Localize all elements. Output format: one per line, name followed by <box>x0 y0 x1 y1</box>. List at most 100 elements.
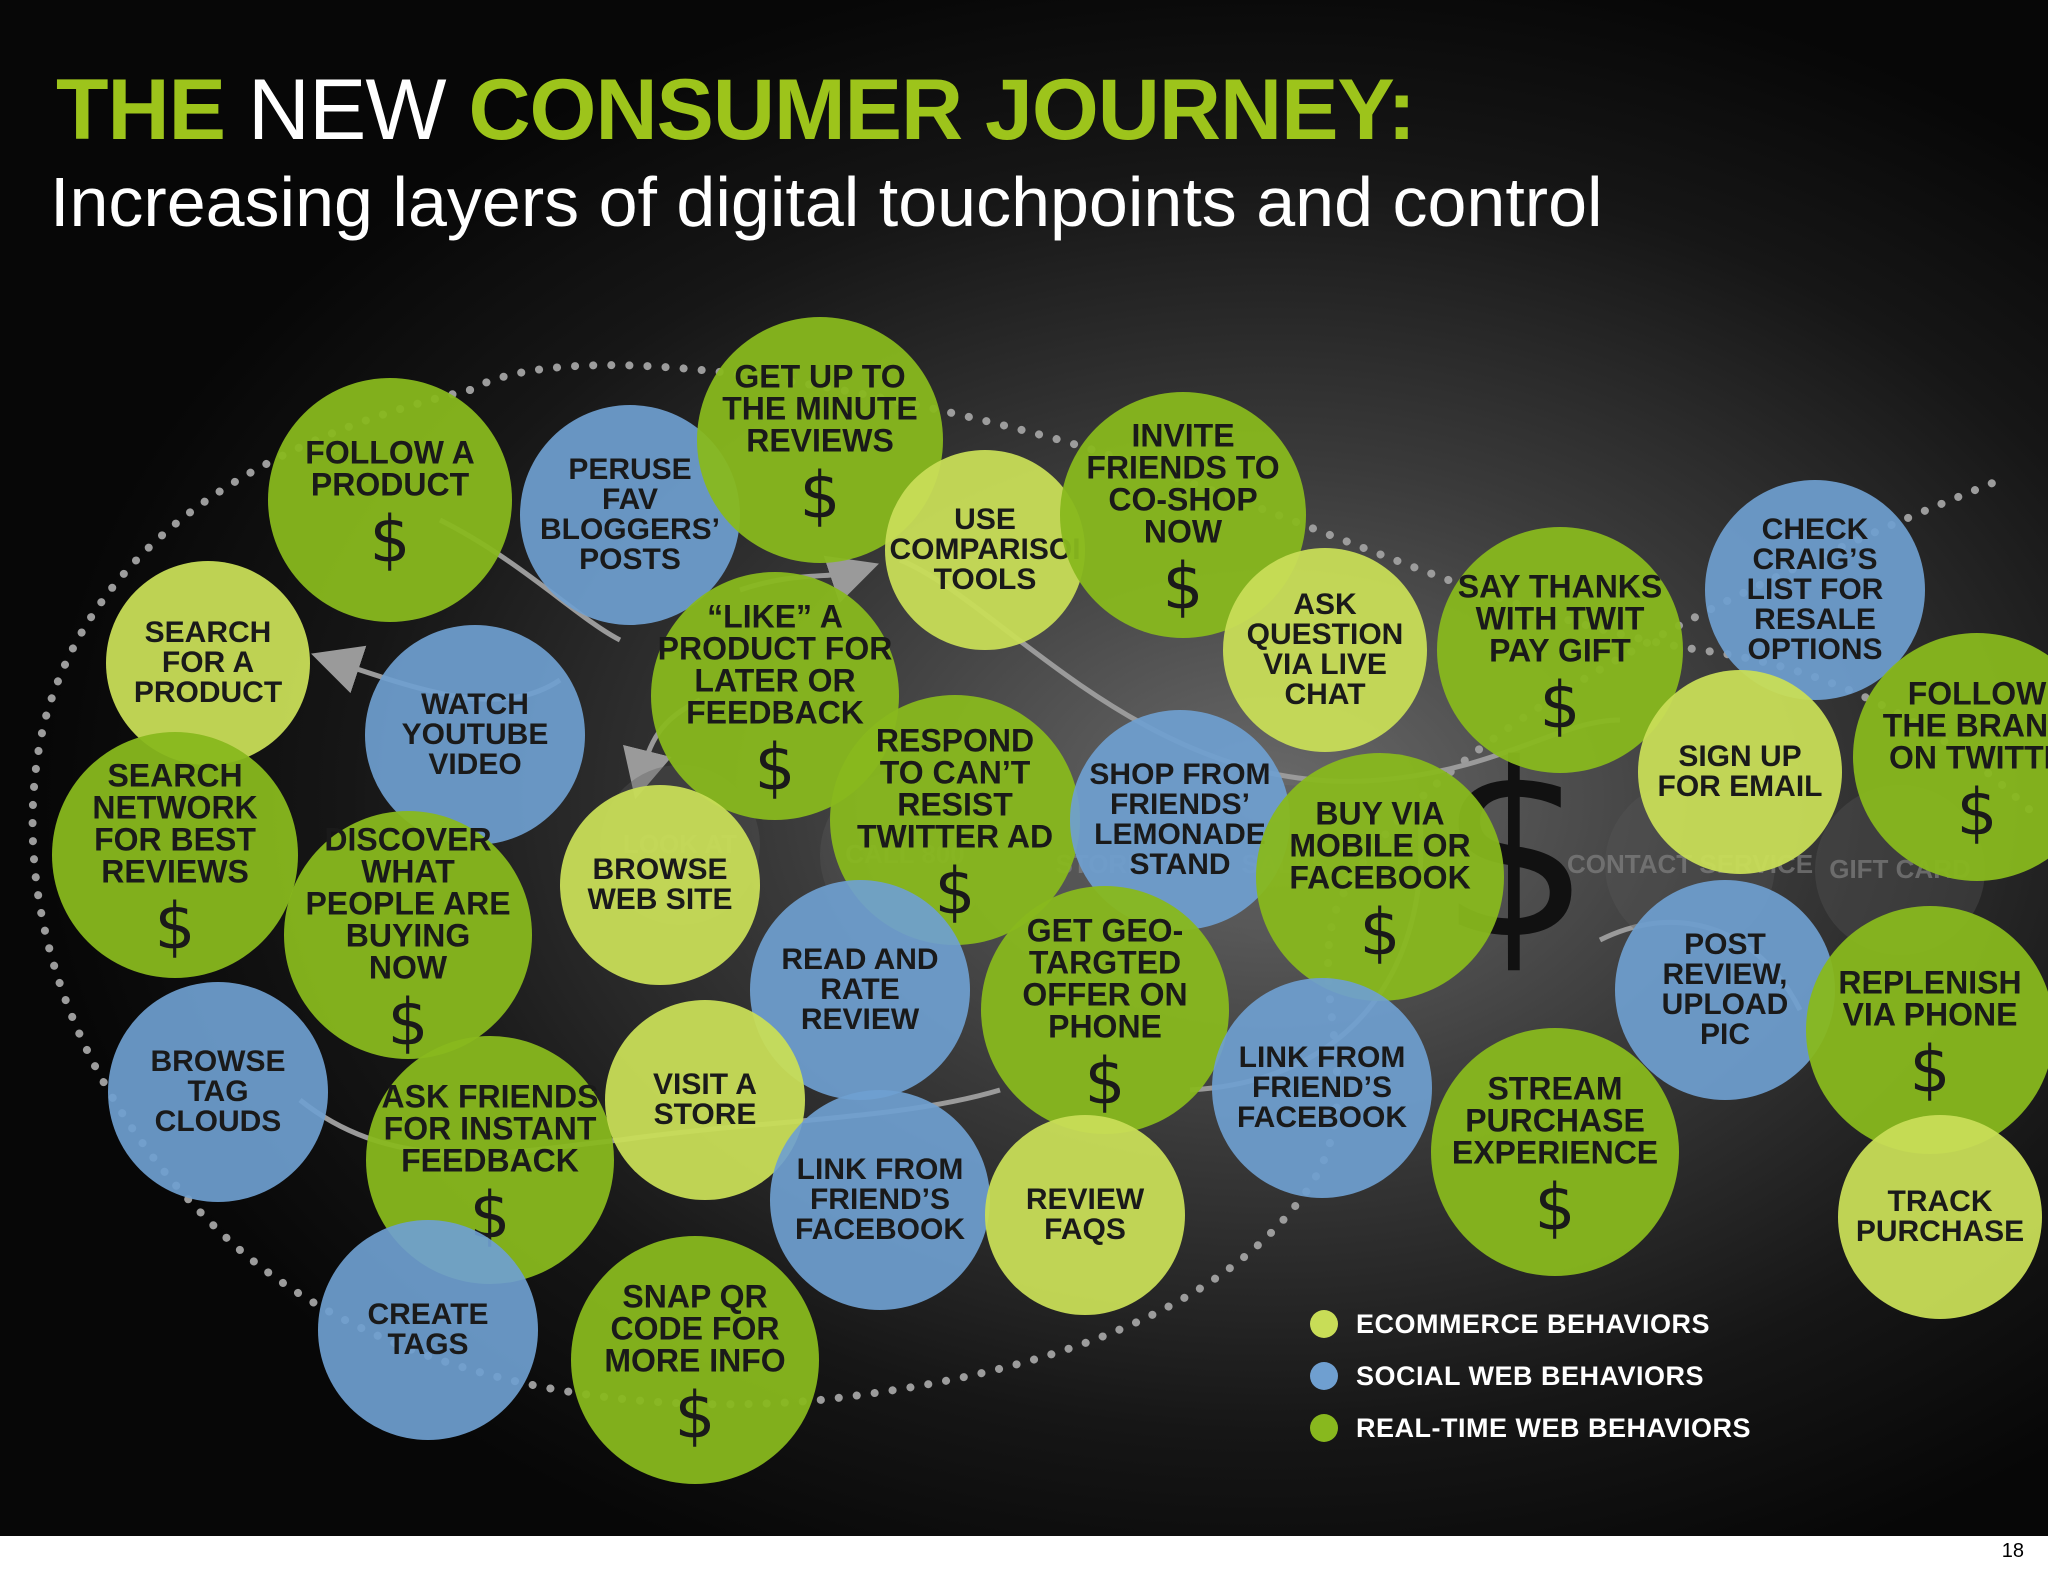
legend-item-social: SOCIAL WEB BEHAVIORS <box>1310 1350 1751 1402</box>
bubble-circle-ecommerce <box>885 450 1085 650</box>
bubble-label-line: PRODUCT <box>311 467 470 503</box>
bubble-label-line: NOW <box>369 950 448 986</box>
bubble-label-line: TAGS <box>387 1328 468 1361</box>
bubble-circle-social <box>108 982 328 1202</box>
bubble-circle-social <box>1212 978 1432 1198</box>
title-part-the: THE <box>56 62 226 158</box>
bubble-label-line: CODE FOR <box>611 1311 780 1347</box>
bubble-label-line: INVITE <box>1131 418 1234 454</box>
bubble-label-line: SHOP FROM <box>1089 758 1270 791</box>
bubble-label-line: OPTIONS <box>1747 633 1882 666</box>
bubble-label-line: PERUSE <box>568 453 691 486</box>
bubble-label-line: TRACK <box>1888 1185 1993 1218</box>
bubble-label-line: BLOGGERS’ <box>540 513 720 546</box>
bubble-label-line: ASK FRIENDS <box>382 1079 599 1115</box>
bubble-circle-realtime <box>1437 527 1683 773</box>
bubble-circle-realtime <box>284 811 532 1059</box>
bubble-label-line: BUY VIA <box>1315 796 1444 832</box>
bubble-label-line: BROWSE <box>593 853 728 886</box>
bubble-label-line: STREAM <box>1487 1071 1622 1107</box>
bubble-label-line: CRAIG’S <box>1752 543 1877 576</box>
bubble-label-line: UPLOAD <box>1662 988 1789 1021</box>
bubble-label-line: TARGTED <box>1029 945 1181 981</box>
bubble-label-line: RESALE <box>1754 603 1876 636</box>
bubble-circle-social <box>1705 480 1925 700</box>
bubble-label-line: FOR INSTANT <box>384 1111 597 1147</box>
bubble-label-line: LIST FOR <box>1747 573 1884 606</box>
bubble-label-line: MOBILE OR <box>1289 828 1470 864</box>
bubble-label-line: REVIEWS <box>746 423 894 459</box>
bubble-circle-social <box>750 880 970 1100</box>
legend-dot-social <box>1310 1362 1338 1390</box>
bubble-circle-social <box>365 625 585 845</box>
bubble-label-line: LATER OR <box>694 663 855 699</box>
bubble-label-line: FRIENDS TO <box>1086 450 1279 486</box>
bubble-label-line: VIA LIVE <box>1263 648 1387 681</box>
bubble-label-line: READ AND <box>781 943 938 976</box>
legend-item-ecommerce: ECOMMERCE BEHAVIORS <box>1310 1298 1751 1350</box>
bubble-label-line: FRIEND’S <box>1252 1071 1392 1104</box>
bubble-circle-realtime <box>1806 906 2048 1154</box>
bubble-circle-realtime <box>571 1236 819 1484</box>
legend-dot-realtime <box>1310 1414 1338 1442</box>
bubble-label-line: RESIST <box>897 787 1013 823</box>
bubble-label-line: VIA PHONE <box>1843 997 2018 1033</box>
bubble-circle-realtime <box>830 695 1080 945</box>
bubble-label-line: YOUTUBE <box>402 718 549 751</box>
bubble-label-line: SAY THANKS <box>1458 569 1663 605</box>
bubble-label-line: VISIT A <box>653 1068 757 1101</box>
bubble-circle-ecommerce <box>1838 1115 2042 1319</box>
bubble-circle-ecommerce <box>560 785 760 985</box>
legend-label: REAL-TIME WEB BEHAVIORS <box>1356 1412 1751 1443</box>
bubble-label-line: REVIEW, <box>1662 958 1787 991</box>
bubble-circle-social <box>1070 710 1290 930</box>
legend-label: SOCIAL WEB BEHAVIORS <box>1356 1360 1705 1391</box>
bubble-label-line: STORE <box>654 1098 757 1131</box>
bubble-circle-realtime <box>697 317 943 563</box>
bubble-label-line: PEOPLE ARE <box>305 886 510 922</box>
bubble-label-line: FOR EMAIL <box>1658 770 1823 803</box>
bubble-label-line: SEARCH <box>107 758 242 794</box>
bubble-circle-realtime <box>1431 1028 1679 1276</box>
bubble-label-line: CHAT <box>1284 678 1365 711</box>
bubble-label-line: TO CAN’T <box>880 755 1031 791</box>
bubble-label-line: CO-SHOP <box>1108 482 1257 518</box>
bubble-label-line: BUYING <box>346 918 470 954</box>
bubble-label-line: WEB SITE <box>587 883 732 916</box>
dollar-icon: $ <box>1957 777 1998 851</box>
bubble-label-line: OFFER ON <box>1022 977 1187 1013</box>
bubble-label-line: FACEBOOK <box>1237 1101 1407 1134</box>
bubble-label-line: BROWSE <box>151 1045 286 1078</box>
bubble-label-line: MORE INFO <box>604 1343 785 1379</box>
bubble-label-line: COMPARISOI <box>889 533 1080 566</box>
bubble-label-line: POST <box>1684 928 1766 961</box>
dollar-icon: $ <box>675 1380 716 1454</box>
bubble-label-line: FOLLOW <box>1908 676 2047 712</box>
bubble-label-line: RESPOND <box>876 723 1034 759</box>
legend: ECOMMERCE BEHAVIORS SOCIAL WEB BEHAVIORS… <box>1310 1298 1751 1454</box>
bubble-label-line: QUESTION <box>1247 618 1404 651</box>
bubble-circle-realtime <box>268 378 512 622</box>
title-part-consumer-journey: CONSUMER JOURNEY: <box>468 62 1416 158</box>
bubble-circle-realtime <box>651 572 899 820</box>
dollar-icon: $ <box>1360 897 1401 971</box>
bubble-label-line: STAND <box>1129 848 1230 881</box>
dollar-icon: $ <box>155 891 196 965</box>
bubble-label-line: FACEBOOK <box>795 1213 965 1246</box>
